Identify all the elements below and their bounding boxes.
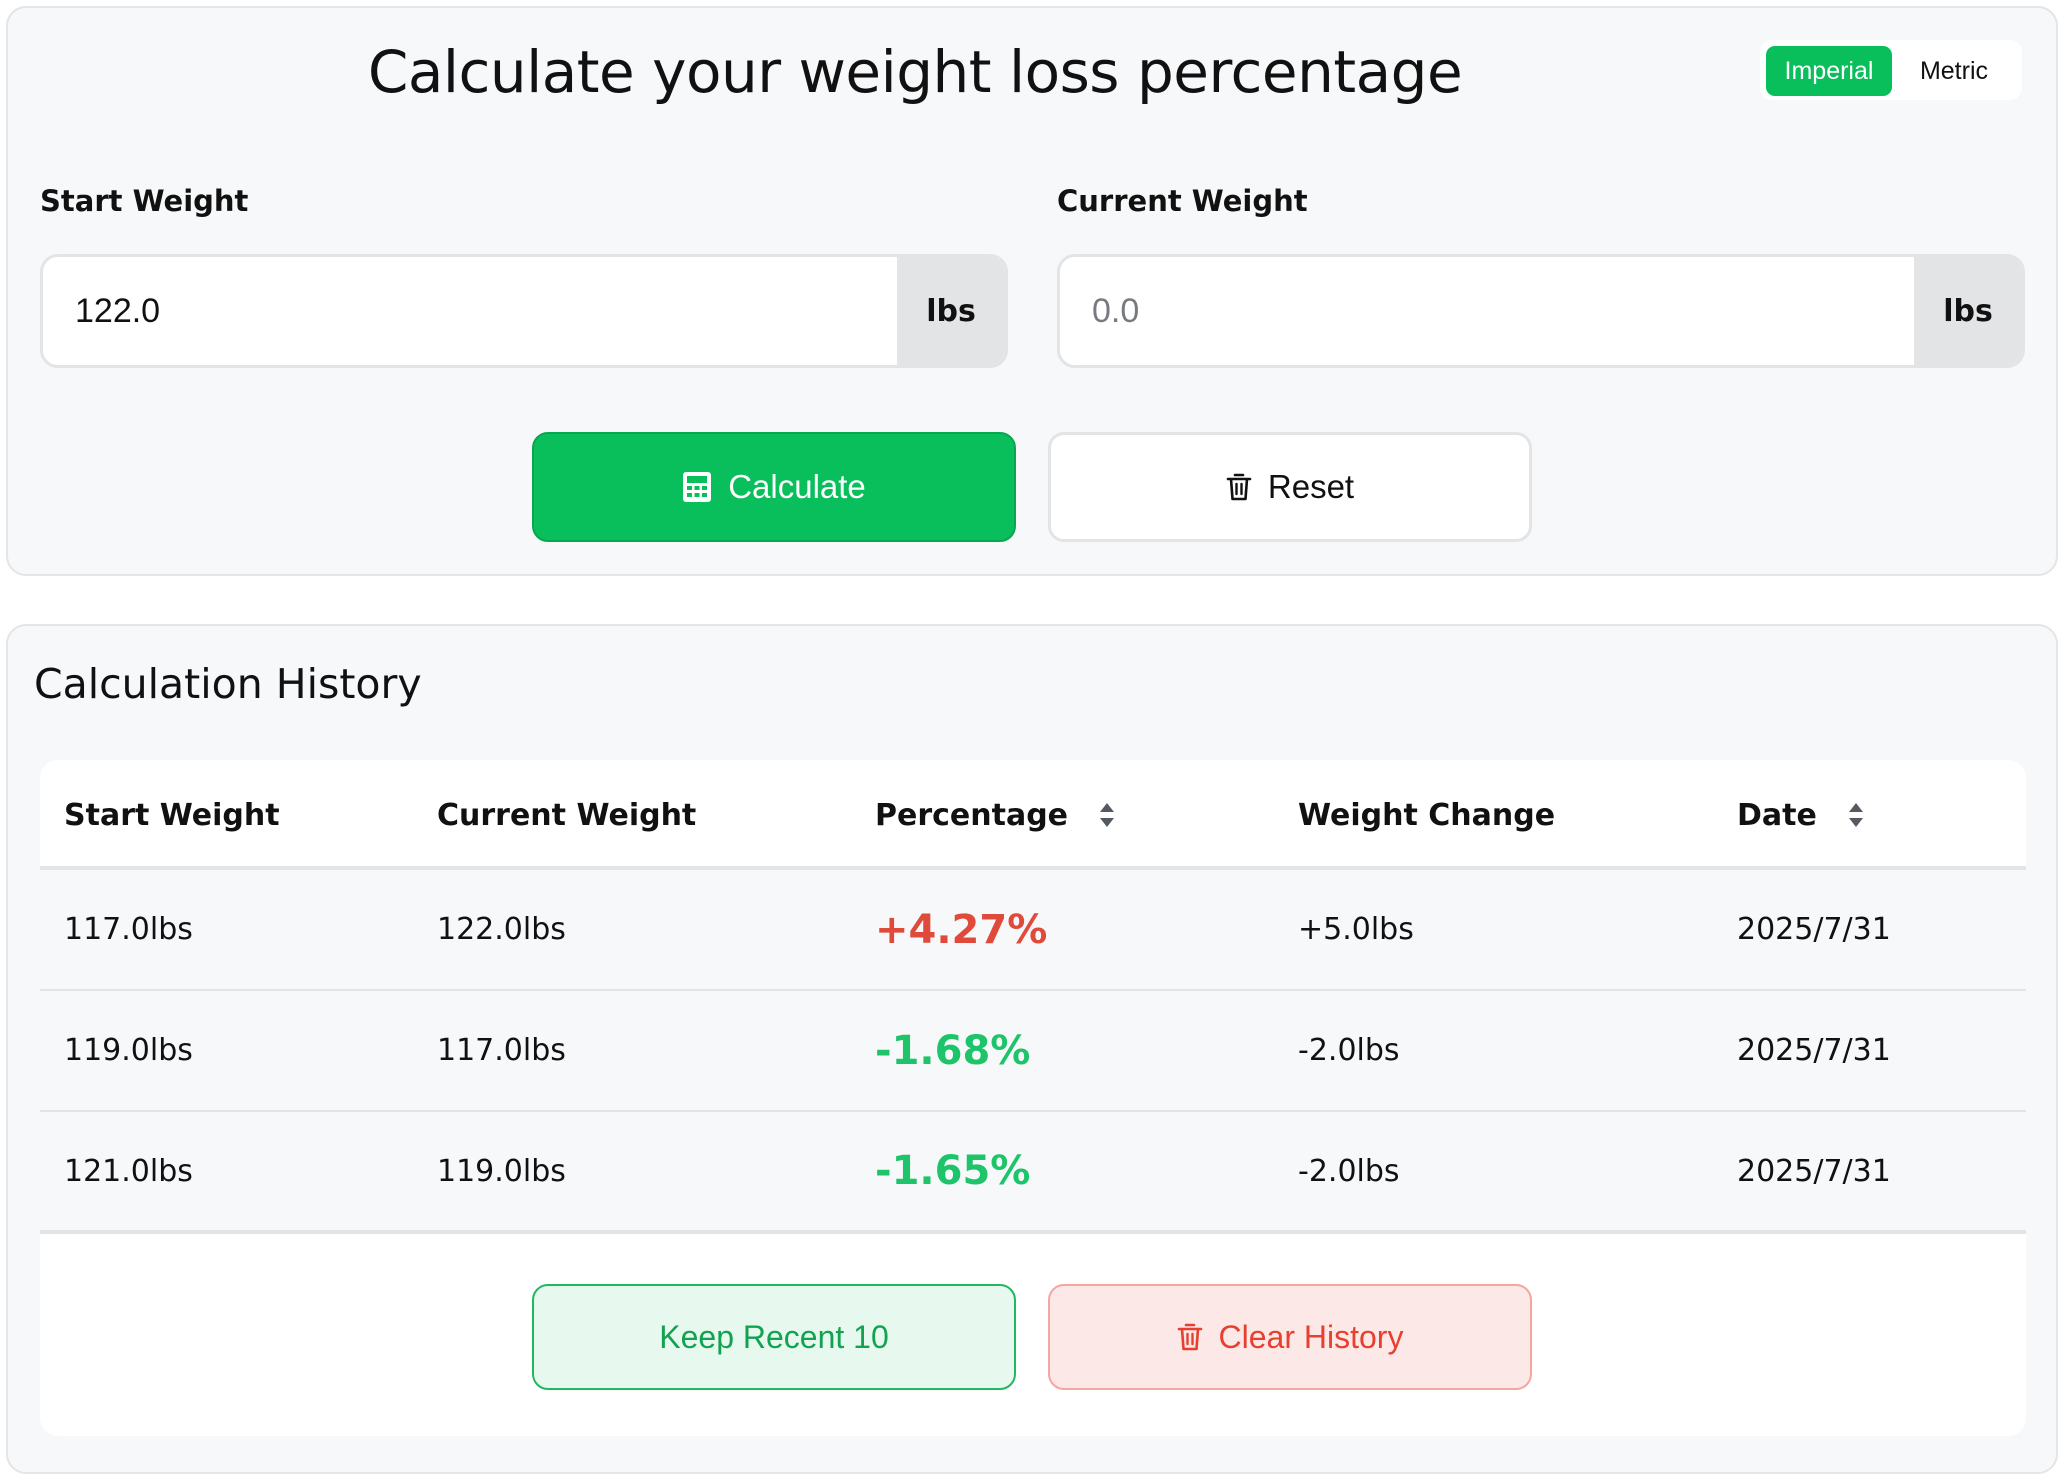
cell-percentage: -1.65% <box>875 1148 1031 1194</box>
cell-current-weight: 122.0lbs <box>437 912 566 947</box>
cell-start-weight: 121.0lbs <box>64 1153 193 1189</box>
start-weight-input[interactable] <box>43 257 897 365</box>
current-weight-input[interactable] <box>1060 257 1914 365</box>
col-start-weight: Start Weight <box>64 797 280 833</box>
table-row: 117.0lbs 122.0lbs +4.27% +5.0lbs 2025/7/… <box>40 870 2026 991</box>
cell-weight-change: -2.0lbs <box>1298 1153 1400 1189</box>
start-weight-unit: lbs <box>897 257 1005 365</box>
table-row: 121.0lbs 119.0lbs -1.65% -2.0lbs 2025/7/… <box>40 1112 2026 1234</box>
col-current-weight: Current Weight <box>437 797 697 833</box>
current-weight-group: lbs <box>1057 254 2025 368</box>
sort-icon[interactable] <box>1847 800 1865 830</box>
calculate-button[interactable]: Calculate <box>532 432 1016 542</box>
imperial-button[interactable]: Imperial <box>1766 46 1892 96</box>
sort-icon[interactable] <box>1098 800 1116 830</box>
col-date[interactable]: Date <box>1737 760 1865 870</box>
cell-date: 2025/7/31 <box>1737 1153 1891 1189</box>
cell-weight-change: +5.0lbs <box>1298 912 1414 947</box>
calculate-label: Calculate <box>728 468 866 505</box>
unit-toggle: Imperial Metric <box>1760 40 2022 100</box>
metric-button[interactable]: Metric <box>1919 56 1989 85</box>
keep-recent-label: Keep Recent 10 <box>659 1318 889 1355</box>
cell-percentage: -1.68% <box>875 1027 1031 1074</box>
current-weight-unit: lbs <box>1914 257 2022 365</box>
cell-percentage: +4.27% <box>875 906 1048 953</box>
trash-icon <box>1226 473 1252 501</box>
trash-icon <box>1177 1323 1202 1351</box>
start-weight-label: Start Weight <box>40 184 249 218</box>
keep-recent-button[interactable]: Keep Recent 10 <box>532 1284 1016 1390</box>
clear-history-button[interactable]: Clear History <box>1048 1284 1532 1390</box>
reset-label: Reset <box>1267 468 1355 505</box>
history-table: Start Weight Current Weight Percentage W… <box>40 760 2026 1436</box>
cell-current-weight: 119.0lbs <box>437 1153 566 1189</box>
col-percentage[interactable]: Percentage <box>875 760 1116 870</box>
cell-start-weight: 117.0lbs <box>64 912 193 947</box>
reset-button[interactable]: Reset <box>1048 432 1532 542</box>
start-weight-group: lbs <box>40 254 1008 368</box>
clear-history-label: Clear History <box>1218 1318 1404 1355</box>
cell-date: 2025/7/31 <box>1737 912 1891 947</box>
current-weight-label: Current Weight <box>1057 184 1308 218</box>
page-title: Calculate your weight loss percentage <box>367 38 1463 106</box>
history-title: Calculation History <box>34 660 422 708</box>
calculator-icon <box>683 472 712 502</box>
table-row: 119.0lbs 117.0lbs -1.68% -2.0lbs 2025/7/… <box>40 991 2026 1112</box>
cell-date: 2025/7/31 <box>1737 1033 1891 1068</box>
cell-start-weight: 119.0lbs <box>64 1033 193 1068</box>
cell-current-weight: 117.0lbs <box>437 1033 566 1068</box>
table-header: Start Weight Current Weight Percentage W… <box>40 760 2026 870</box>
col-weight-change: Weight Change <box>1298 797 1556 833</box>
cell-weight-change: -2.0lbs <box>1298 1033 1400 1068</box>
